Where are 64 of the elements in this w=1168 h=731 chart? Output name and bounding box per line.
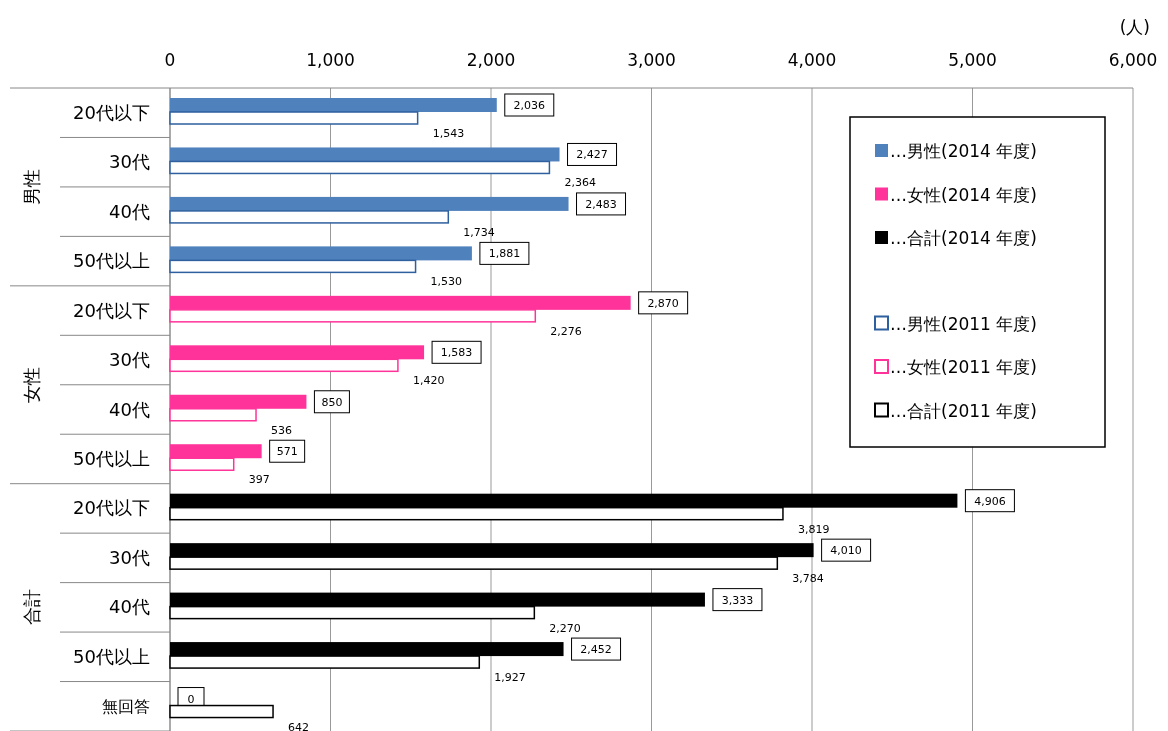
bar	[169, 210, 450, 224]
bar	[170, 98, 497, 112]
x-tick-label: 1,000	[306, 50, 355, 70]
data-label: 0	[187, 692, 195, 706]
y-tick-label: 30代	[109, 546, 150, 568]
data-label: 3,333	[721, 593, 754, 607]
data-label: 2,036	[513, 99, 546, 112]
data-label: 571	[276, 445, 298, 459]
x-tick-label: 2,000	[466, 50, 516, 70]
y-tick-label: 30代	[109, 151, 150, 173]
text: 女性	[21, 366, 42, 403]
y-tick-label: 40代	[109, 398, 150, 420]
bar	[169, 160, 551, 175]
legend-label: …合計(2014 年度)	[890, 228, 1037, 248]
data-label: 536	[271, 423, 293, 437]
x-tick-label: 4,000	[787, 50, 837, 70]
x-axis-title: (人)	[1119, 17, 1150, 37]
y-tick-label: 50代以上	[73, 447, 150, 469]
x-tick-label: 5,000	[948, 50, 997, 70]
x-tick-label: 6,000	[1108, 50, 1158, 70]
data-label: 850	[321, 395, 343, 409]
data-label: 1,927	[494, 671, 526, 685]
data-label: 2,452	[580, 643, 612, 657]
bar	[170, 246, 472, 261]
data-label: 1,583	[440, 346, 473, 360]
y-tick-label: 20代以下	[73, 299, 150, 321]
legend-label: …女性(2014 年度)	[890, 184, 1037, 205]
data-label: 3,784	[792, 572, 824, 586]
bar	[170, 147, 560, 162]
legend-label: …男性(2014 年度)	[890, 141, 1037, 161]
y-tick-label: 30代	[109, 349, 150, 371]
text: 合計	[21, 589, 42, 626]
data-label: 1,734	[463, 225, 495, 239]
x-tick-label: 3,000	[627, 50, 676, 70]
legend-label: …女性(2011 年度)	[890, 357, 1037, 377]
x-tick-label: 0	[164, 50, 176, 70]
data-label: 2,870	[647, 296, 679, 310]
data-label: 3,819	[797, 522, 830, 536]
data-label: 1,530	[430, 275, 463, 289]
data-label: 4,906	[974, 494, 1006, 508]
data-label: 397	[248, 473, 270, 487]
y-tick-label: 20代以下	[73, 101, 150, 123]
legend-label: …男性(2011 年度)	[890, 313, 1037, 334]
text: 男性	[21, 168, 42, 205]
y-tick-label: 40代	[109, 596, 150, 618]
data-label: 2,483	[585, 197, 617, 211]
bar	[169, 259, 417, 274]
data-label: 1,420	[412, 374, 445, 388]
data-label: 2,276	[550, 324, 582, 338]
y-tick-label: 20代以下	[73, 497, 150, 519]
data-label: 4,010	[830, 544, 862, 558]
y-tick-label: 50代以上	[73, 645, 150, 667]
data-label: 1,543	[432, 127, 465, 140]
y-tick-label: 50代以上	[73, 250, 150, 272]
y-tick-label: 無回答	[102, 697, 150, 717]
data-label: 2,270	[549, 621, 581, 635]
data-label: 642	[288, 720, 310, 731]
legend-label: …合計(2011 年度)	[890, 400, 1037, 421]
data-label: 2,364	[564, 176, 596, 190]
bar	[169, 111, 419, 125]
data-label: 1,881	[488, 247, 521, 261]
bar	[170, 196, 569, 211]
data-label: 2,427	[576, 148, 608, 162]
y-tick-label: 40代	[109, 200, 150, 222]
